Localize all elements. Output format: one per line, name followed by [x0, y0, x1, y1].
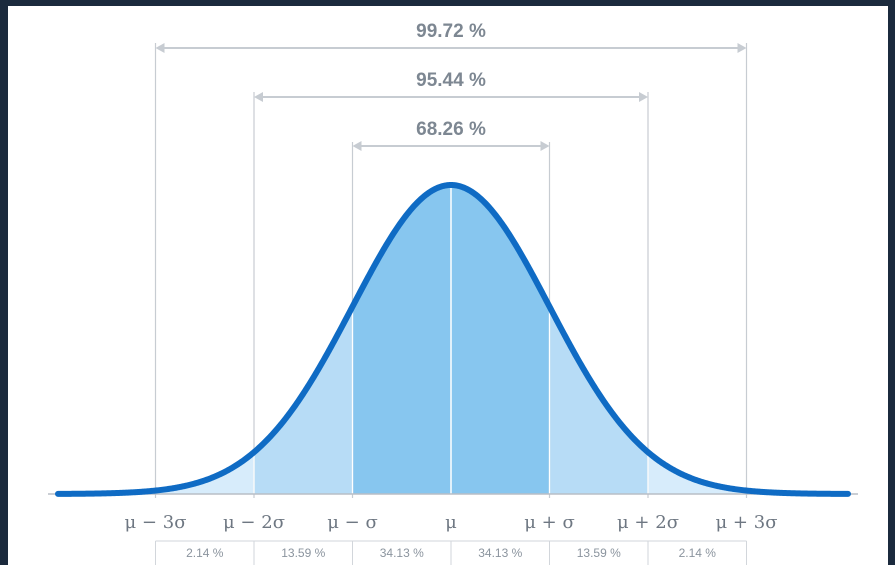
- axis-label: μ + 2σ: [617, 512, 679, 533]
- arrow-head-left: [352, 141, 362, 151]
- segment-label: 34.13 %: [380, 546, 424, 560]
- arrow-head-left: [155, 43, 165, 53]
- segment-label: 34.13 %: [478, 546, 522, 560]
- segment-label: 13.59 %: [281, 546, 325, 560]
- axis-label: μ − 3σ: [125, 512, 187, 533]
- axis-label: μ − σ: [327, 512, 378, 533]
- axis-label: μ: [445, 512, 457, 533]
- axis-label: μ − 2σ: [223, 512, 285, 533]
- area-band-6: [648, 452, 747, 494]
- segment-percentages: 2.14 % 13.59 % 34.13 % 34.13 % 13.59 % 2.14 %: [155, 540, 747, 565]
- area-band-3: [352, 185, 451, 494]
- axis-label: μ + σ: [524, 512, 575, 533]
- range-2sigma: 95.44 %: [254, 70, 648, 102]
- sigma-guide-lines: [154, 43, 748, 498]
- arrow-head-right: [540, 141, 550, 151]
- area-band-1: [155, 452, 254, 494]
- arrow-head-right: [639, 92, 648, 102]
- percentage-ranges: 99.72 % 95.44 % 68.26 %: [155, 21, 747, 151]
- arrow-head-left: [254, 92, 263, 102]
- range-percentage-label: 99.72 %: [416, 21, 486, 42]
- area-band-4: [451, 185, 550, 494]
- bell-curve: [55, 182, 851, 497]
- arrow-head-right: [737, 43, 747, 53]
- range-1sigma: 68.26 %: [352, 119, 550, 151]
- segment-label: 2.14 %: [679, 546, 717, 560]
- segment-label: 13.59 %: [577, 546, 621, 560]
- axis-label: μ + 3σ: [716, 512, 778, 533]
- range-percentage-label: 68.26 %: [416, 119, 486, 140]
- bell-curve-layer: [48, 182, 858, 497]
- range-3sigma: 99.72 %: [155, 21, 747, 53]
- x-axis: μ − 3σ μ − 2σ μ − σ μ μ + σ μ + 2σ μ + 3σ: [125, 512, 778, 533]
- range-percentage-label: 95.44 %: [416, 70, 486, 91]
- segment-label: 2.14 %: [186, 546, 224, 560]
